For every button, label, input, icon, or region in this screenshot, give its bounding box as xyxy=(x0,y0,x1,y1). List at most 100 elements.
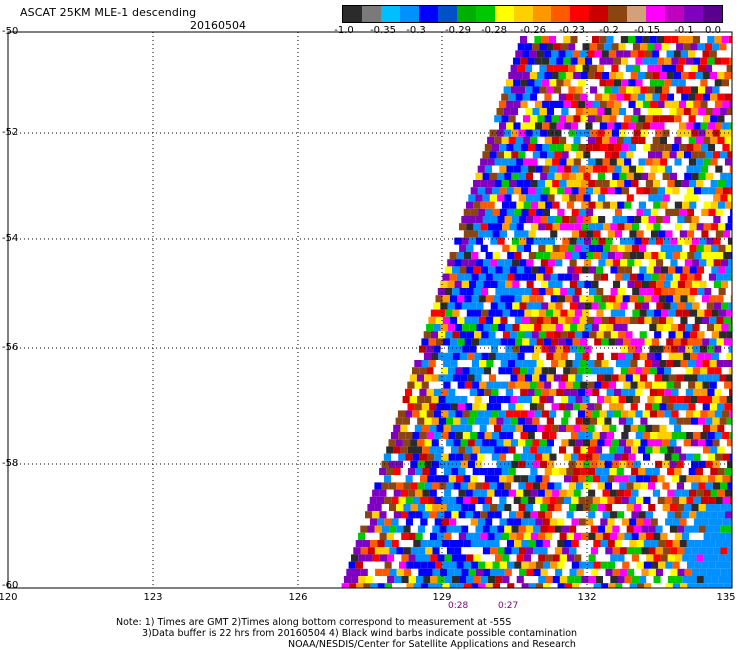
swath-cell xyxy=(698,151,706,159)
swath-cell xyxy=(431,460,440,468)
swath-cell xyxy=(423,331,431,339)
swath-cell xyxy=(687,252,695,260)
swath-cell xyxy=(654,396,662,404)
swath-cell xyxy=(642,79,650,87)
swath-cell xyxy=(421,338,429,346)
swath-cell xyxy=(653,266,661,274)
swath-cell xyxy=(412,475,420,483)
swath-cell xyxy=(587,360,595,368)
swath-cell xyxy=(537,511,545,519)
swath-cell xyxy=(551,468,560,476)
swath-cell xyxy=(624,180,632,188)
swath-cell xyxy=(372,532,380,540)
swath-cell xyxy=(690,439,699,447)
swath-cell xyxy=(728,324,732,332)
swath-cell xyxy=(644,583,652,588)
swath-cell xyxy=(394,576,402,584)
swath-cell xyxy=(614,187,622,195)
swath-cell xyxy=(727,547,732,555)
swath-cell xyxy=(598,568,606,576)
swath-cell xyxy=(540,194,548,202)
swath-cell xyxy=(660,511,668,519)
swath-cell xyxy=(595,244,604,252)
swath-cell xyxy=(505,345,513,353)
swath-cell xyxy=(700,122,708,130)
swath-cell xyxy=(670,280,678,288)
swath-cell xyxy=(666,381,674,389)
swath-cell xyxy=(544,158,553,166)
swath-cell xyxy=(505,367,513,375)
swath-cell xyxy=(713,504,721,512)
swath-cell xyxy=(522,403,530,411)
swath-cell xyxy=(620,302,628,310)
swath-cell xyxy=(414,381,422,389)
swath-cell xyxy=(615,230,623,238)
swath-cell xyxy=(561,151,569,159)
swath-cell xyxy=(584,259,592,267)
swath-cell xyxy=(595,511,603,519)
swath-cell xyxy=(667,489,675,497)
swath-cell xyxy=(451,554,459,562)
swath-cell xyxy=(715,165,723,173)
swath-cell xyxy=(671,432,679,440)
swath-cell xyxy=(463,453,471,461)
swath-cell xyxy=(597,417,605,425)
swath-cell xyxy=(475,216,483,224)
swath-cell xyxy=(650,475,658,483)
swath-cell xyxy=(646,309,654,317)
swath-cell xyxy=(417,460,425,468)
swath-cell xyxy=(665,518,673,526)
swath-cell xyxy=(502,554,510,562)
swath-cell xyxy=(673,72,682,80)
swath-cell xyxy=(539,374,547,382)
swath-cell xyxy=(425,525,433,533)
swath-cell xyxy=(720,259,728,267)
swath-cell xyxy=(487,511,495,519)
swath-cell xyxy=(719,374,727,382)
swath-cell xyxy=(705,460,713,468)
swath-cell xyxy=(654,108,663,116)
swath-cell xyxy=(580,381,588,389)
swath-cell xyxy=(700,79,708,87)
swath-cell xyxy=(651,360,660,368)
swath-cell xyxy=(515,403,523,411)
swath-cell xyxy=(572,50,581,58)
swath-cell xyxy=(502,532,510,540)
swath-cell xyxy=(650,122,658,130)
swath-cell xyxy=(568,108,576,116)
swath-cell xyxy=(581,266,589,274)
swath-cell xyxy=(619,172,627,180)
swath-cell xyxy=(544,468,552,476)
swath-cell xyxy=(705,504,713,512)
swath-cell xyxy=(561,417,569,425)
swath-cell xyxy=(649,410,658,418)
swath-cell xyxy=(657,165,665,173)
swath-cell xyxy=(703,576,712,584)
swath-cell xyxy=(689,288,697,296)
swath-cell xyxy=(694,316,702,324)
swath-cell xyxy=(495,309,503,317)
swath-cell xyxy=(708,273,717,281)
swath-cell xyxy=(636,518,644,526)
swath-cell xyxy=(730,295,732,303)
swath-cell xyxy=(542,122,550,130)
swath-cell xyxy=(633,396,641,404)
swath-cell xyxy=(522,72,530,80)
swath-cell xyxy=(705,151,713,159)
swath-cell xyxy=(538,201,546,209)
swath-cell xyxy=(589,64,597,72)
swath-cell xyxy=(432,504,440,512)
swath-cell xyxy=(703,223,711,231)
swath-cell xyxy=(482,482,490,490)
swath-cell xyxy=(413,518,421,526)
swath-cell xyxy=(444,266,453,274)
swath-cell xyxy=(722,208,731,216)
swath-cell xyxy=(568,374,576,382)
swath-cell xyxy=(590,151,598,159)
swath-cell xyxy=(471,273,479,281)
swath-cell xyxy=(421,381,429,389)
swath-cell xyxy=(706,324,715,332)
swath-cell xyxy=(700,165,709,173)
swath-cell xyxy=(548,36,556,44)
swath-cell xyxy=(602,93,610,101)
